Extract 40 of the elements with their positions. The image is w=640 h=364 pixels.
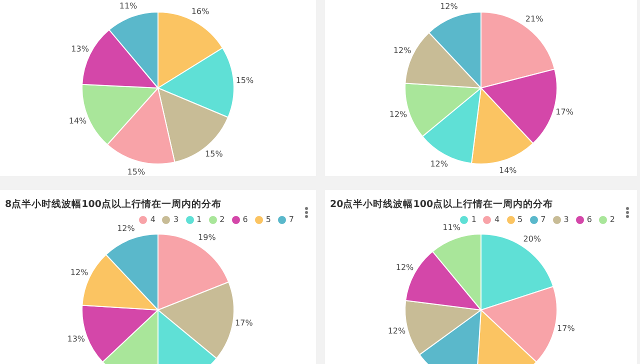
data-label: 11%	[442, 223, 461, 232]
legend-label: 7	[288, 215, 294, 224]
data-label: 12%	[440, 2, 458, 12]
data-label: 12%	[117, 224, 136, 234]
data-label: 12%	[70, 268, 89, 278]
legend-label: 6	[242, 215, 248, 224]
legend-label: 5	[264, 215, 271, 224]
data-label: 21%	[525, 14, 544, 24]
data-label: 12%	[396, 263, 414, 272]
data-label: 15%	[205, 150, 224, 159]
legend-label: 1	[470, 215, 476, 224]
legend-label: 6	[586, 215, 592, 224]
legend-label: 7	[540, 215, 546, 224]
data-label: 13%	[67, 334, 86, 344]
legend-label: 2	[218, 215, 225, 224]
data-label: 17%	[556, 107, 574, 116]
chart-title: 8点半小时线波幅100点以上行情在一周内的分布	[5, 198, 222, 211]
data-label: 15%	[236, 76, 254, 86]
legend-label: 3	[562, 215, 569, 224]
data-label: 14%	[498, 166, 518, 175]
data-label: 14%	[68, 116, 88, 126]
legend-label: 2	[608, 215, 615, 224]
data-label: 17%	[557, 324, 576, 334]
data-label: 12%	[430, 159, 448, 168]
legend-label: 1	[196, 215, 202, 224]
data-label: 12%	[388, 326, 406, 336]
legend-label: 3	[172, 215, 179, 224]
data-label: 12%	[389, 110, 408, 119]
data-label: 13%	[71, 44, 90, 54]
legend-label: 5	[516, 215, 523, 224]
legend-label: 4	[149, 215, 156, 224]
data-label: 11%	[119, 1, 138, 10]
data-label: 12%	[393, 46, 412, 56]
chart-title: 20点半小时线波幅100点以上行情在一周内的分布	[330, 198, 554, 211]
legend-label: 4	[493, 215, 500, 224]
data-label: 16%	[191, 7, 210, 16]
data-label: 19%	[198, 233, 216, 242]
data-label: 20%	[523, 234, 542, 244]
data-label: 15%	[127, 167, 146, 176]
data-label: 17%	[235, 318, 254, 328]
